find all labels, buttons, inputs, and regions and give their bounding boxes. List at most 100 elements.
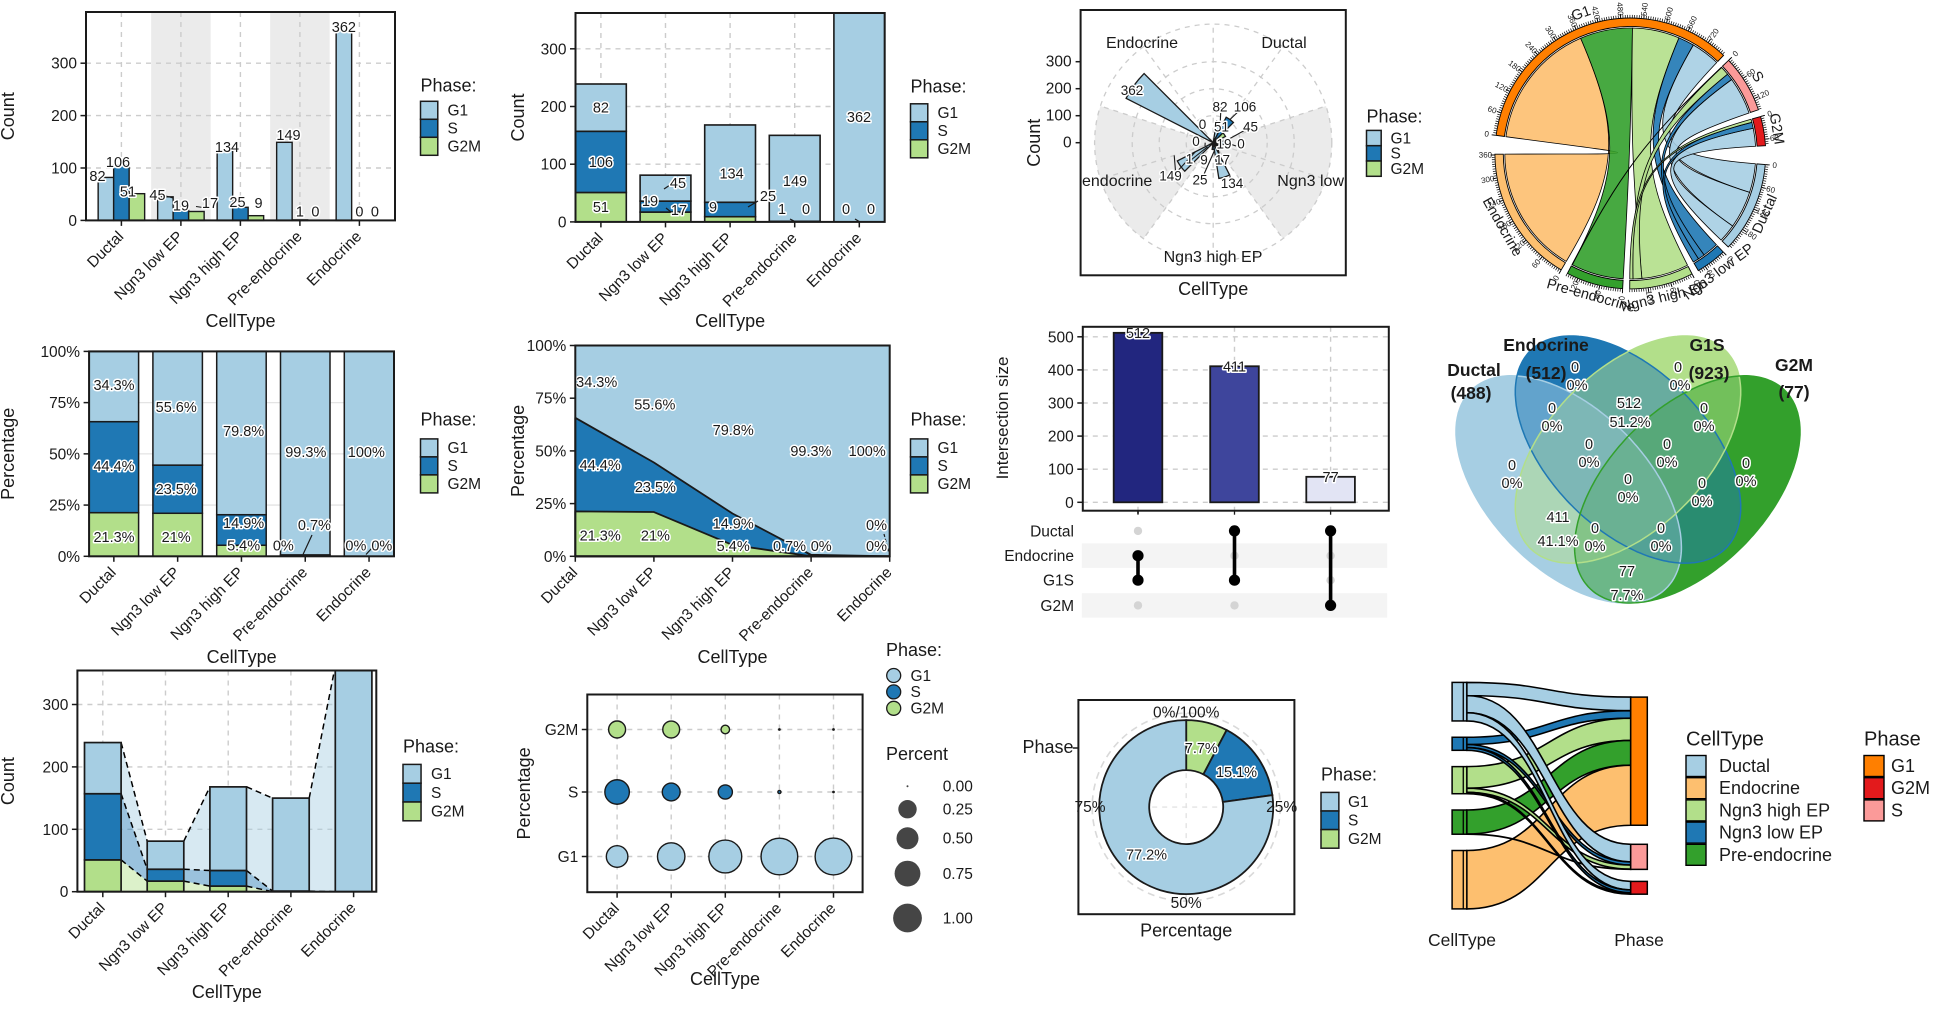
svg-text:0: 0 [1674,360,1682,376]
svg-text:Percentage: Percentage [508,405,528,497]
svg-text:300: 300 [51,56,77,73]
svg-text:Phase:: Phase: [911,77,967,97]
svg-text:S: S [568,785,578,802]
svg-text:51.2%: 51.2% [1609,415,1650,431]
svg-text:Phase:: Phase: [421,76,477,96]
svg-text:0%: 0% [1502,476,1523,492]
svg-text:21%: 21% [641,529,670,545]
svg-text:0: 0 [1571,360,1579,376]
svg-text:0%: 0% [1736,474,1757,490]
svg-text:CellType: CellType [1428,930,1496,950]
svg-text:G1: G1 [558,849,579,866]
svg-text:134: 134 [215,140,239,156]
svg-text:200: 200 [1048,429,1074,446]
svg-text:Endocrine: Endocrine [1503,335,1589,355]
svg-text:0%: 0% [273,539,294,555]
svg-text:Count: Count [508,93,528,141]
svg-text:0.7%: 0.7% [298,518,331,534]
svg-text:G2M: G2M [431,804,465,821]
svg-text:75%: 75% [49,395,80,412]
svg-text:Endocrine: Endocrine [1106,35,1178,52]
svg-text:480: 480 [1615,2,1625,17]
svg-text:25%: 25% [535,496,566,513]
svg-text:0%: 0% [371,539,392,555]
svg-text:G2M: G2M [911,701,945,718]
svg-text:G1S: G1S [1689,335,1724,355]
svg-text:(77): (77) [1778,382,1809,402]
svg-text:0%: 0% [866,518,887,534]
svg-text:0: 0 [1508,458,1516,474]
svg-text:100%: 100% [849,444,886,460]
svg-text:100%: 100% [348,445,385,461]
svg-text:CellType: CellType [1178,279,1248,299]
svg-text:0: 0 [68,213,77,230]
svg-text:Count: Count [0,92,18,140]
svg-text:15.1%: 15.1% [1216,765,1257,781]
svg-text:82: 82 [1212,100,1227,115]
svg-text:0: 0 [1700,401,1708,417]
svg-text:7.7%: 7.7% [1610,588,1643,604]
svg-text:G2M: G2M [938,476,972,493]
svg-text:82: 82 [89,169,105,185]
svg-text:200: 200 [1046,81,1072,98]
svg-text:Phase:: Phase: [403,737,459,757]
svg-text:0%: 0% [1542,419,1563,435]
svg-text:0.75: 0.75 [943,866,973,883]
svg-text:S: S [938,123,948,140]
svg-text:1: 1 [296,205,304,221]
svg-text:200: 200 [43,759,69,776]
svg-text:134: 134 [1221,176,1244,191]
svg-text:Count: Count [1024,119,1044,167]
svg-text:362: 362 [847,110,871,126]
svg-text:77: 77 [1323,470,1339,486]
svg-text:44.4%: 44.4% [93,459,134,475]
svg-text:0: 0 [1065,495,1074,512]
svg-text:17: 17 [671,203,687,219]
svg-text:Percentage: Percentage [0,408,18,500]
svg-text:149: 149 [1159,169,1182,184]
svg-text:5.4%: 5.4% [227,539,260,555]
svg-text:Ngn3 high EP: Ngn3 high EP [1719,800,1830,820]
svg-text:25: 25 [1192,173,1207,188]
svg-text:G1: G1 [938,105,959,122]
svg-text:G2M: G2M [1775,355,1813,375]
svg-text:51: 51 [1214,120,1229,135]
svg-text:55.6%: 55.6% [156,400,197,416]
svg-text:0: 0 [867,202,875,218]
svg-text:106: 106 [1234,100,1257,115]
svg-text:Endocrine: Endocrine [1719,778,1800,798]
svg-text:540: 540 [1640,2,1650,17]
svg-text:9: 9 [1200,153,1208,168]
svg-text:Phase: Phase [1022,737,1073,757]
svg-text:51: 51 [120,185,136,201]
svg-text:Phase:: Phase: [1321,765,1377,785]
svg-text:14.9%: 14.9% [223,516,264,532]
svg-text:362: 362 [1121,83,1144,98]
svg-text:0: 0 [1591,521,1599,537]
svg-text:0%: 0% [1692,494,1713,510]
svg-text:0%/100%: 0%/100% [1153,705,1220,722]
svg-text:45: 45 [670,176,686,192]
svg-text:75%: 75% [1074,799,1105,816]
svg-text:360: 360 [1479,151,1493,160]
svg-text:500: 500 [1048,329,1074,346]
svg-text:0%: 0% [1651,539,1672,555]
svg-text:0%: 0% [1618,490,1639,506]
svg-text:0.7%: 0.7% [773,539,806,555]
svg-text:9: 9 [709,200,717,216]
svg-text:G1: G1 [448,103,469,120]
svg-text:G1: G1 [1348,794,1369,811]
svg-text:51: 51 [593,200,609,216]
svg-text:0%: 0% [866,539,887,555]
svg-text:0: 0 [1585,437,1593,453]
svg-text:(923): (923) [1689,363,1730,383]
svg-text:CellType: CellType [207,647,277,667]
svg-text:19: 19 [1216,137,1231,152]
svg-text:0%: 0% [1585,539,1606,555]
svg-text:Pre-endocrine: Pre-endocrine [1719,845,1832,865]
svg-text:G2M: G2M [1040,598,1074,615]
svg-text:411: 411 [1223,359,1246,375]
svg-text:G2M: G2M [938,141,972,158]
svg-text:G1: G1 [1891,756,1915,776]
svg-text:0: 0 [1237,137,1245,152]
